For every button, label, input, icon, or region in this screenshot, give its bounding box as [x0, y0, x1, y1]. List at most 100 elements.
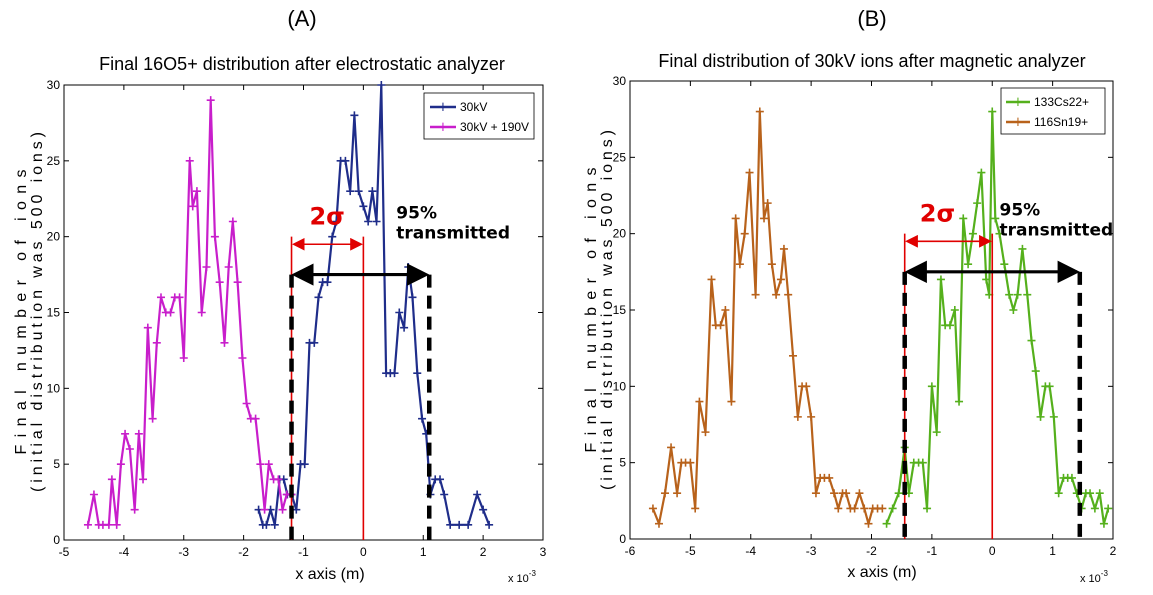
data-point — [215, 278, 224, 287]
data-point — [256, 460, 265, 469]
svg-text:+: + — [1013, 115, 1024, 130]
data-point — [130, 505, 139, 514]
data-point — [436, 475, 445, 484]
data-point — [878, 504, 887, 513]
data-point — [936, 275, 945, 284]
data-point — [350, 111, 359, 120]
x-tick-label: -5 — [59, 545, 70, 559]
data-point — [404, 263, 413, 271]
guide-layer: 2σ 95%transmitted — [902, 199, 1113, 539]
data-point — [233, 278, 242, 287]
data-point — [779, 244, 788, 253]
transmitted-percent-label: 95% — [396, 203, 437, 223]
x-tick-label: -6 — [625, 544, 636, 558]
data-point — [139, 475, 148, 484]
data-point — [104, 520, 113, 529]
data-point — [1031, 367, 1040, 376]
data-point — [446, 520, 455, 529]
data-point — [242, 399, 251, 408]
x-tick-label: 1 — [420, 545, 427, 559]
data-point — [927, 382, 936, 391]
data-point — [464, 520, 473, 529]
data-point — [143, 323, 152, 332]
data-point — [1009, 306, 1018, 314]
legend-label-sn: 116Sn19+ — [1034, 115, 1088, 129]
svg-text:+: + — [1013, 95, 1024, 110]
data-point — [372, 217, 381, 226]
x-tick-label: 2 — [1110, 544, 1117, 558]
data-point — [1013, 290, 1022, 299]
x-tick-label: 0 — [989, 544, 996, 558]
data-point — [793, 412, 802, 421]
data-point — [991, 214, 1000, 223]
data-point — [175, 293, 184, 302]
data-point — [332, 217, 341, 226]
data-point — [751, 290, 760, 299]
data-point — [721, 306, 730, 314]
chart-panel-a: (A) Final 16O5+ distribution after elect… — [13, 6, 547, 585]
data-point — [964, 260, 973, 269]
data-point — [1095, 489, 1104, 498]
x-tick-label: -3 — [178, 545, 189, 559]
x-tick-label: 3 — [540, 545, 547, 559]
sigma-label: 2σ — [309, 203, 344, 231]
y-axis-label-line2: (initial distribution was 500 ions) — [599, 130, 616, 490]
data-point — [661, 489, 670, 498]
data-point — [1027, 336, 1036, 345]
data-point — [1023, 290, 1032, 299]
data-point — [300, 460, 309, 469]
data-point — [112, 520, 121, 529]
data-point — [197, 308, 206, 317]
data-point — [695, 397, 704, 406]
data-point — [740, 229, 749, 238]
data-point — [789, 351, 798, 360]
x-tick-label: -4 — [745, 544, 756, 558]
data-point — [830, 489, 839, 498]
y-tick-label: 15 — [613, 303, 627, 317]
data-point — [842, 489, 851, 498]
y-tick-label: 10 — [47, 381, 61, 395]
data-point — [760, 214, 769, 223]
transmitted-label: transmitted — [999, 220, 1113, 240]
data-point — [673, 489, 682, 498]
data-point — [811, 489, 820, 498]
data-point — [166, 308, 175, 317]
data-point — [188, 202, 197, 211]
data-point — [701, 428, 710, 437]
legend: + 133Cs22+ + 116Sn19+ — [1000, 87, 1106, 135]
data-point — [89, 490, 98, 499]
data-point — [1099, 519, 1108, 528]
svg-text:+: + — [438, 100, 449, 115]
data-point — [772, 290, 781, 299]
y-axis-label-line2: (initial distribution was 500 ions) — [29, 132, 46, 492]
data-point — [262, 520, 271, 529]
sigma-label: 2σ — [920, 199, 955, 227]
data-point — [850, 504, 859, 513]
data-point — [408, 293, 417, 302]
data-point — [310, 338, 319, 347]
data-point — [228, 217, 237, 226]
data-point — [185, 156, 194, 165]
data-point — [270, 520, 279, 529]
svg-text:+: + — [438, 120, 449, 135]
data-point — [716, 321, 725, 330]
data-point — [918, 458, 927, 467]
data-point — [328, 232, 337, 241]
x-tick-label: 0 — [360, 545, 367, 559]
guide-layer: 2σ 95%transmitted — [289, 203, 510, 540]
series-layer — [83, 81, 494, 529]
x-axis-label: x axis (m) — [847, 564, 916, 581]
data-point — [206, 96, 215, 105]
x-tick-label: -3 — [806, 544, 817, 558]
y-tick-label: 20 — [613, 227, 627, 241]
data-point — [648, 504, 657, 513]
data-point — [745, 168, 754, 177]
y-axis-label-line1: Final number of ions — [583, 168, 600, 453]
data-point — [860, 504, 869, 513]
data-point — [1000, 260, 1009, 269]
data-point — [988, 107, 997, 116]
data-point — [341, 156, 350, 165]
data-point — [763, 199, 772, 208]
data-point — [354, 187, 363, 196]
